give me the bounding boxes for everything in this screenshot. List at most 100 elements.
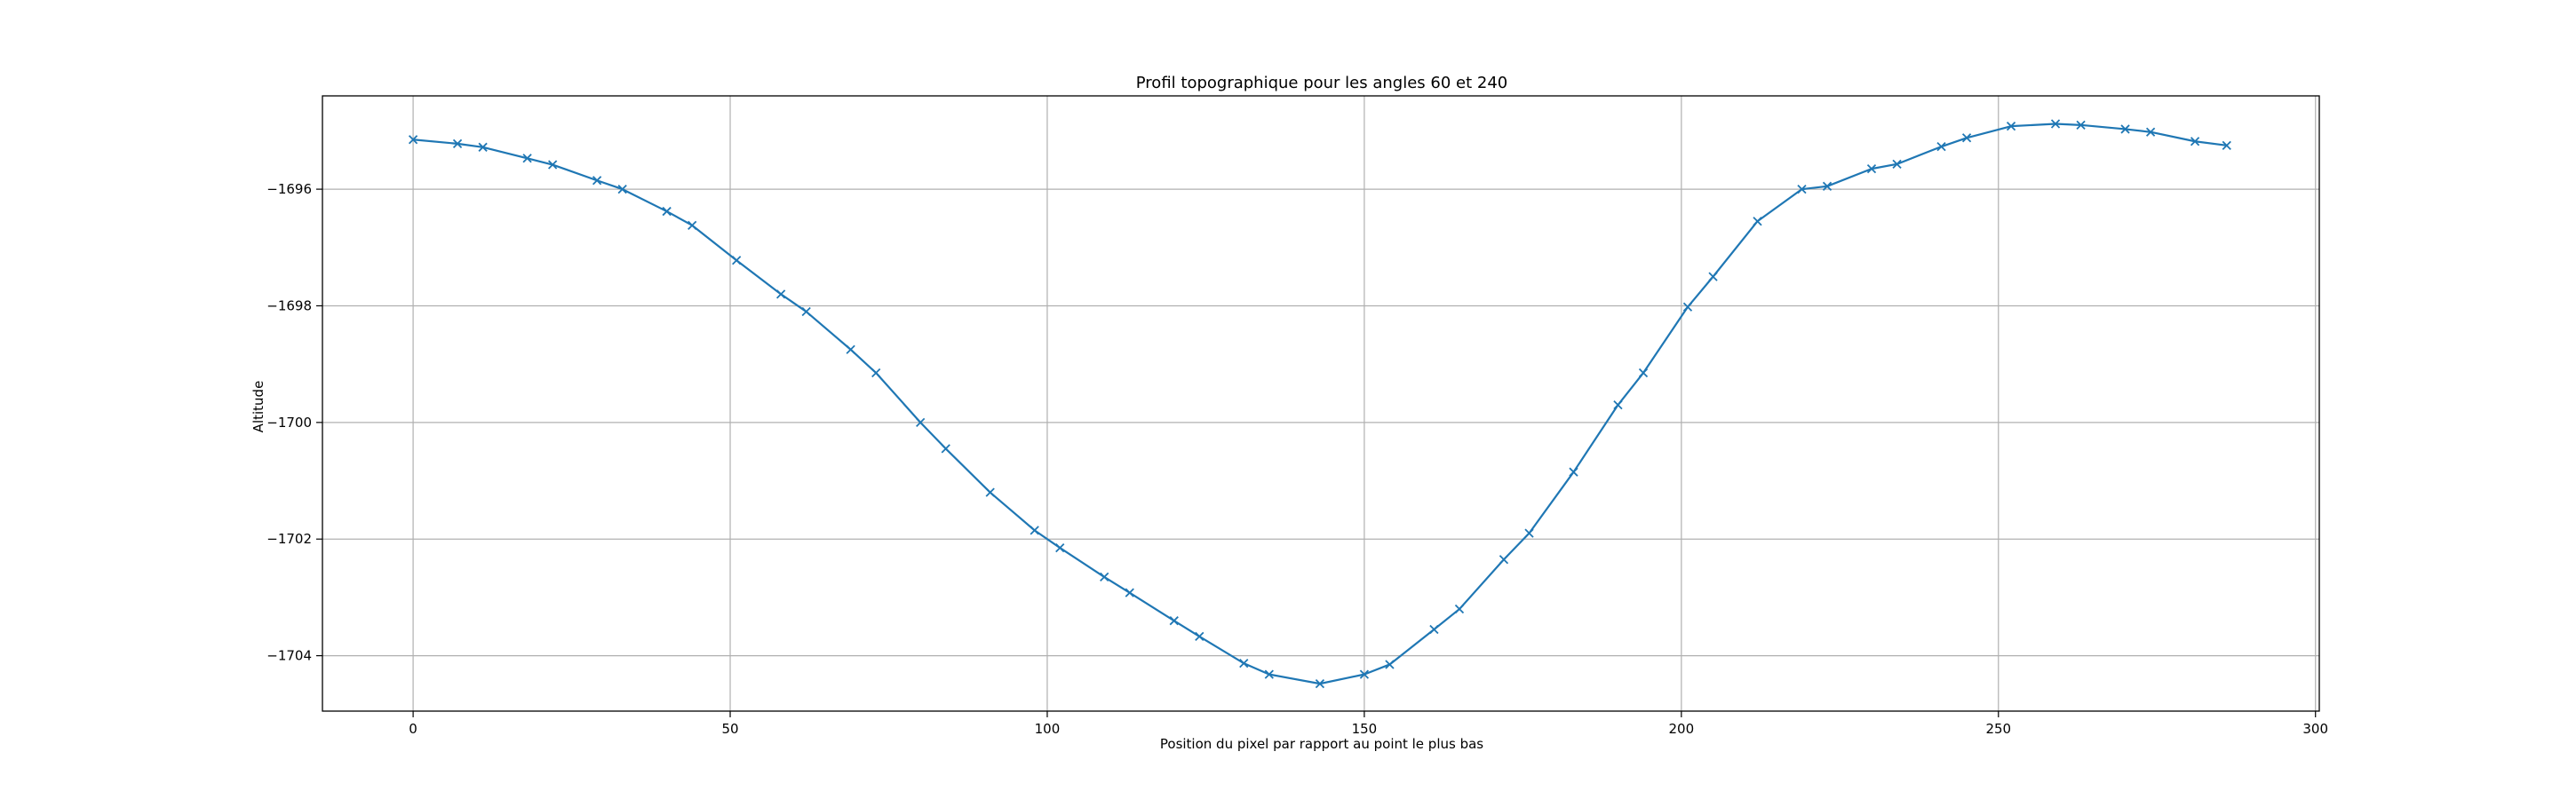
data-point-marker [2190, 137, 2200, 146]
data-point-marker [617, 184, 627, 194]
marker-stroke [2076, 120, 2086, 130]
y-tick-label: −1704 [266, 648, 312, 664]
data-point-marker [1125, 588, 1134, 597]
marker-stroke [1961, 133, 1972, 143]
marker-stroke [1638, 368, 1649, 378]
data-point-marker [2050, 119, 2061, 129]
x-tick-label: 0 [409, 721, 417, 737]
marker-stroke [846, 344, 855, 354]
data-point-marker [548, 160, 558, 170]
data-point-marker [592, 176, 602, 186]
marker-stroke [1524, 528, 1534, 538]
marker-stroke [801, 306, 811, 317]
data-point-marker [732, 256, 742, 265]
data-point-marker [1822, 181, 1833, 191]
data-point-marker [522, 154, 532, 163]
data-point-marker [1385, 660, 1395, 669]
marker-stroke [732, 256, 742, 265]
data-point-marker [1169, 616, 1179, 626]
marker-stroke [1682, 302, 1693, 312]
marker-stroke [1613, 400, 1623, 410]
marker-stroke [985, 487, 995, 497]
data-point-marker [688, 220, 697, 230]
data-point-marker [1797, 184, 1807, 194]
x-axis-label: Position du pixel par rapport au point l… [1160, 736, 1483, 752]
data-point-marker [478, 142, 488, 152]
marker-stroke [408, 135, 418, 145]
marker-stroke [916, 417, 926, 427]
marker-stroke [2222, 140, 2231, 150]
data-point-marker [1961, 133, 1972, 143]
data-point-marker [1638, 368, 1649, 378]
marker-stroke [1936, 142, 1946, 152]
marker-stroke [1315, 678, 1325, 689]
marker-stroke [1569, 467, 1578, 477]
data-point-marker [1264, 669, 1274, 679]
y-tick-label: −1702 [266, 531, 312, 547]
data-point-marker [846, 344, 855, 354]
x-tick-label: 200 [1669, 721, 1695, 737]
marker-stroke [1195, 631, 1205, 642]
data-point-marker [1315, 678, 1325, 689]
marker-stroke [1125, 588, 1134, 597]
marker-stroke [617, 184, 627, 194]
data-point-marker [2222, 140, 2231, 150]
axes [316, 95, 2320, 717]
marker-stroke [1753, 217, 1762, 226]
y-tick-label: −1700 [266, 415, 312, 431]
plot-frame [322, 95, 2320, 712]
marker-stroke [2006, 122, 2016, 131]
marker-stroke [1100, 572, 1109, 582]
marker-stroke [522, 154, 532, 163]
marker-stroke [662, 206, 672, 217]
marker-stroke [1499, 555, 1509, 565]
data-point-marker [985, 487, 995, 497]
marker-stroke [1169, 616, 1179, 626]
tick-labels: 0 50 100 150 200 250 300 −1696 −1698 −1700 −1702 −1… [266, 181, 2328, 737]
marker-stroke [1797, 184, 1807, 194]
x-tick-label: 300 [2302, 721, 2328, 737]
data-point-marker [408, 135, 418, 145]
data-point-marker [2006, 122, 2016, 131]
data-point-marker [1569, 467, 1578, 477]
y-axis-label: Altitude [250, 381, 266, 433]
data-point-marker [1613, 400, 1623, 410]
marker-stroke [452, 138, 463, 148]
marker-stroke [1429, 624, 1439, 635]
data-point-marker [1454, 604, 1465, 614]
data-point-marker [2145, 127, 2156, 137]
data-point-marker [1359, 669, 1370, 679]
marker-stroke [1454, 604, 1465, 614]
data-point-marker [1524, 528, 1534, 538]
marker-stroke [775, 289, 786, 299]
marker-stroke [1264, 669, 1274, 679]
marker-stroke [592, 176, 602, 186]
marker-stroke [2145, 127, 2156, 137]
data-point-marker [1100, 572, 1109, 582]
data-point-marker [2120, 124, 2130, 134]
marker-stroke [548, 160, 558, 170]
x-tick-label: 250 [1985, 721, 2011, 737]
x-tick-label: 150 [1352, 721, 1378, 737]
data-point-marker [2076, 120, 2086, 130]
data-point-marker [1429, 624, 1439, 635]
data-point-marker [1499, 555, 1509, 565]
data-point-marker [452, 138, 463, 148]
marker-stroke [478, 142, 488, 152]
x-tick-label: 100 [1035, 721, 1061, 737]
y-tick-label: −1696 [266, 181, 312, 197]
series-layer [408, 119, 2231, 689]
data-point-marker [916, 417, 926, 427]
marker-stroke [1822, 181, 1833, 191]
marker-stroke [941, 444, 950, 454]
data-point-marker [1866, 163, 1877, 174]
data-point-marker [1682, 302, 1693, 312]
data-point-marker [871, 368, 881, 378]
marker-stroke [2120, 124, 2130, 134]
marker-stroke [1030, 526, 1039, 535]
data-point-marker [775, 289, 786, 299]
data-point-marker [1753, 217, 1762, 226]
marker-stroke [2190, 137, 2200, 146]
